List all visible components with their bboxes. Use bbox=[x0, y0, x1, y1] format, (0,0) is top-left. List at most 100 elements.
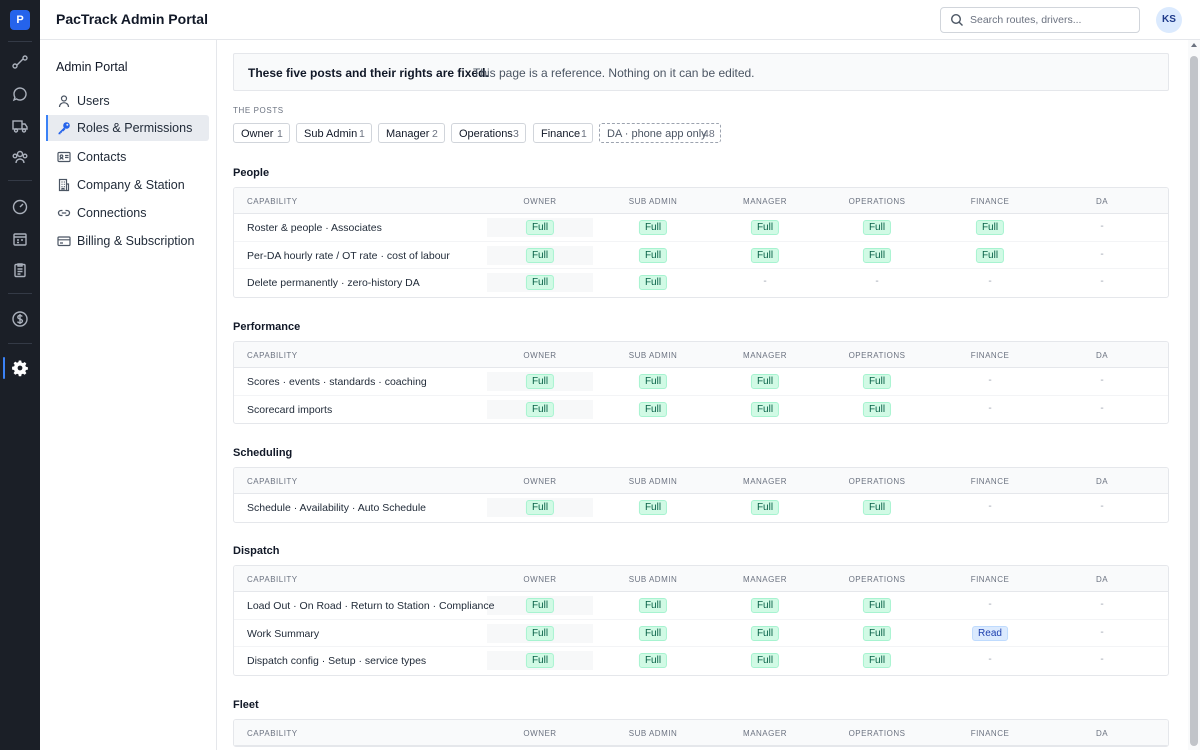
capability-label: Delete permanently · zero-history DA bbox=[247, 277, 420, 289]
full-access-badge: Full bbox=[750, 653, 780, 668]
full-access-badge: Full bbox=[525, 220, 555, 235]
permission-cell: Read bbox=[972, 620, 1008, 647]
permission-cell: - bbox=[763, 269, 766, 296]
permission-cell: - bbox=[1100, 620, 1103, 647]
no-access-dash: - bbox=[1100, 375, 1104, 386]
column-header: FINANCE bbox=[970, 477, 1010, 486]
no-access-dash: - bbox=[763, 276, 767, 287]
user-avatar[interactable]: KS bbox=[1156, 7, 1182, 33]
column-header: OWNER bbox=[523, 197, 557, 206]
permission-cell: - bbox=[1100, 592, 1103, 619]
notice-text: This page is a reference. Nothing on it … bbox=[473, 66, 755, 80]
section-title: Fleet bbox=[233, 699, 259, 711]
search-box[interactable] bbox=[940, 7, 1140, 33]
gauge-icon[interactable] bbox=[11, 198, 29, 216]
gear-icon[interactable] bbox=[11, 359, 29, 377]
post-count: 1 bbox=[581, 128, 587, 140]
capability-label: Work Summary bbox=[247, 627, 320, 640]
calendar-icon[interactable] bbox=[11, 230, 29, 248]
table-row: Per-DA hourly rate / OT rate · cost of l… bbox=[234, 242, 1168, 269]
rail-active-indicator bbox=[3, 357, 5, 379]
main-content: These five posts and their rights are fi… bbox=[217, 40, 1188, 750]
post-chip-owner: Owner 1 bbox=[233, 123, 290, 143]
permission-cell: Full bbox=[750, 396, 780, 423]
permission-cell: Full bbox=[638, 368, 668, 395]
column-header: MANAGER bbox=[743, 197, 787, 206]
dollar-icon[interactable] bbox=[11, 310, 29, 328]
sidebar-item-company-station[interactable]: Company & Station bbox=[46, 172, 209, 198]
permission-cell: Full bbox=[975, 242, 1005, 269]
full-access-badge: Full bbox=[638, 653, 668, 668]
permissions-table: CAPABILITY OWNER SUB ADMIN MANAGER OPERATION… bbox=[233, 467, 1169, 523]
sidebar-item-label: Contacts bbox=[77, 150, 127, 164]
column-header: DA bbox=[1095, 351, 1109, 360]
permission-cell: Full bbox=[638, 396, 668, 423]
id-card-icon bbox=[57, 150, 71, 164]
chat-icon[interactable] bbox=[11, 85, 29, 103]
app-logo[interactable]: P bbox=[10, 10, 30, 30]
permission-cell: Full bbox=[638, 647, 668, 674]
column-header: DA bbox=[1095, 575, 1109, 584]
no-access-dash: - bbox=[988, 402, 992, 414]
full-access-badge: Full bbox=[750, 220, 780, 235]
post-chip-finance: Finance 1 bbox=[533, 123, 593, 143]
permission-cell: - bbox=[1100, 368, 1103, 395]
column-header: DA bbox=[1095, 477, 1109, 486]
sidebar-item-contacts[interactable]: Contacts bbox=[46, 144, 209, 170]
capability-label: Scores · events · standards · coaching bbox=[247, 376, 427, 388]
permission-cell: Full bbox=[862, 647, 892, 674]
full-access-badge: Full bbox=[525, 401, 555, 417]
section-title: Dispatch bbox=[233, 545, 280, 557]
route-icon[interactable] bbox=[11, 53, 29, 71]
permission-cell: - bbox=[1100, 242, 1103, 269]
scrollbar-thumb[interactable] bbox=[1190, 56, 1198, 746]
column-header: OWNER bbox=[523, 729, 557, 738]
post-chip-manager: Manager 2 bbox=[378, 123, 445, 143]
post-name: Finance bbox=[541, 128, 581, 140]
full-access-badge: Full bbox=[525, 374, 555, 389]
full-access-badge: Full bbox=[525, 653, 555, 668]
no-access-dash: - bbox=[988, 599, 992, 610]
permission-cell: Full bbox=[862, 592, 892, 619]
team-icon[interactable] bbox=[11, 148, 29, 166]
column-header: FINANCE bbox=[970, 351, 1010, 360]
clipboard-icon[interactable] bbox=[11, 261, 29, 279]
posts-label: THE POSTS bbox=[233, 106, 284, 115]
table-row: Schedule · Availability · Auto Schedule F… bbox=[234, 494, 1168, 522]
column-header: MANAGER bbox=[743, 729, 787, 738]
column-header: MANAGER bbox=[743, 351, 787, 360]
permission-cell: - bbox=[988, 494, 991, 521]
sidebar-item-users[interactable]: Users bbox=[46, 88, 209, 114]
permission-cell: Full bbox=[750, 647, 780, 674]
no-access-dash: - bbox=[1100, 248, 1104, 260]
full-access-badge: Full bbox=[862, 598, 892, 613]
full-access-badge: Full bbox=[638, 401, 668, 417]
scroll-up-arrow-icon[interactable] bbox=[1191, 43, 1197, 47]
permission-cell: Full bbox=[638, 242, 668, 269]
permission-cell: Full bbox=[862, 396, 892, 423]
full-access-badge: Full bbox=[862, 401, 892, 417]
permission-cell: Full bbox=[525, 592, 555, 619]
sidebar-item-billing-subscription[interactable]: Billing & Subscription bbox=[46, 228, 209, 254]
sidebar-item-roles-permissions[interactable]: Roles & Permissions bbox=[46, 115, 209, 141]
permission-cell: - bbox=[988, 269, 991, 296]
search-input[interactable] bbox=[970, 10, 1130, 30]
column-header: MANAGER bbox=[743, 477, 787, 486]
full-access-badge: Full bbox=[638, 500, 668, 515]
permission-cell: Full bbox=[525, 269, 555, 296]
link-icon bbox=[57, 206, 71, 220]
permission-cell: Full bbox=[525, 620, 555, 647]
admin-sidebar: Admin Portal Users Roles & Permissions C… bbox=[40, 40, 217, 750]
truck-icon[interactable] bbox=[11, 117, 29, 135]
sidebar-title: Admin Portal bbox=[56, 60, 128, 74]
permission-cell: Full bbox=[638, 620, 668, 647]
sidebar-item-label: Billing & Subscription bbox=[77, 234, 195, 248]
post-chip-sub-admin: Sub Admin 1 bbox=[296, 123, 372, 143]
table-header: CAPABILITY OWNER SUB ADMIN MANAGER OPERATION… bbox=[234, 566, 1168, 592]
sidebar-item-connections[interactable]: Connections bbox=[46, 200, 209, 226]
column-header: CAPABILITY bbox=[247, 575, 298, 584]
permission-cell: - bbox=[1100, 214, 1103, 241]
permission-cell: Full bbox=[750, 242, 780, 269]
column-header: OPERATIONS bbox=[848, 351, 906, 360]
permission-cell: Full bbox=[525, 214, 555, 241]
